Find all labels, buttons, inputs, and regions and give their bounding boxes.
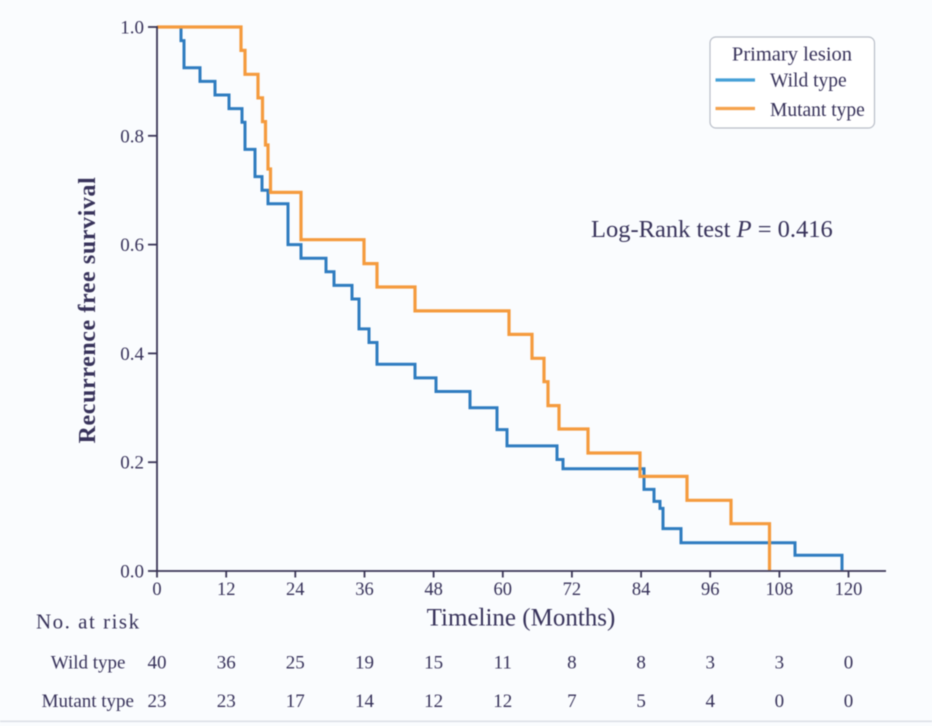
svg-text:0.4: 0.4 — [120, 344, 144, 365]
svg-text:19: 19 — [355, 653, 374, 674]
svg-text:0: 0 — [844, 691, 854, 712]
svg-text:0.0: 0.0 — [120, 562, 144, 583]
svg-text:40: 40 — [148, 653, 167, 674]
svg-text:Timeline (Months): Timeline (Months) — [427, 605, 616, 632]
svg-text:72: 72 — [563, 580, 582, 600]
svg-text:0.8: 0.8 — [120, 126, 144, 147]
svg-text:8: 8 — [567, 653, 577, 674]
svg-text:25: 25 — [286, 653, 305, 674]
svg-text:Log-Rank test P = 0.416: Log-Rank test P = 0.416 — [591, 216, 833, 243]
svg-text:12: 12 — [424, 691, 443, 712]
svg-text:0: 0 — [152, 580, 161, 600]
svg-text:Mutant type: Mutant type — [42, 691, 134, 712]
svg-text:3: 3 — [705, 653, 715, 674]
svg-text:48: 48 — [424, 580, 443, 600]
svg-text:Mutant type: Mutant type — [770, 100, 865, 121]
svg-text:Wild type: Wild type — [51, 652, 126, 673]
svg-text:36: 36 — [217, 653, 236, 674]
svg-text:0: 0 — [775, 691, 785, 712]
svg-text:Recurrence free survival: Recurrence free survival — [75, 177, 101, 444]
svg-text:1.0: 1.0 — [120, 18, 144, 39]
svg-text:No. at risk: No. at risk — [36, 610, 141, 634]
svg-text:5: 5 — [636, 691, 646, 712]
svg-text:60: 60 — [494, 580, 513, 600]
svg-text:84: 84 — [632, 580, 651, 600]
svg-text:8: 8 — [636, 653, 646, 674]
svg-text:108: 108 — [766, 580, 794, 600]
svg-text:23: 23 — [217, 691, 236, 712]
svg-text:12: 12 — [217, 580, 236, 600]
svg-text:Primary lesion: Primary lesion — [732, 44, 852, 66]
svg-text:0.6: 0.6 — [120, 235, 144, 256]
svg-text:23: 23 — [148, 691, 167, 712]
svg-text:24: 24 — [286, 580, 305, 600]
svg-text:17: 17 — [286, 691, 305, 712]
svg-text:15: 15 — [424, 653, 443, 674]
svg-text:0.2: 0.2 — [120, 453, 144, 474]
svg-text:0: 0 — [844, 653, 854, 674]
svg-text:Wild type: Wild type — [770, 71, 847, 92]
svg-text:7: 7 — [567, 691, 577, 712]
svg-text:14: 14 — [355, 691, 375, 712]
svg-text:3: 3 — [775, 653, 785, 674]
svg-text:36: 36 — [355, 580, 374, 600]
svg-text:120: 120 — [835, 580, 863, 600]
svg-text:11: 11 — [494, 653, 512, 674]
svg-text:96: 96 — [701, 580, 720, 600]
svg-text:12: 12 — [493, 691, 512, 712]
svg-text:4: 4 — [705, 691, 715, 712]
